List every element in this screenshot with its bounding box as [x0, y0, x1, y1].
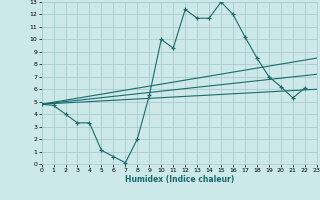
X-axis label: Humidex (Indice chaleur): Humidex (Indice chaleur) [124, 175, 234, 184]
